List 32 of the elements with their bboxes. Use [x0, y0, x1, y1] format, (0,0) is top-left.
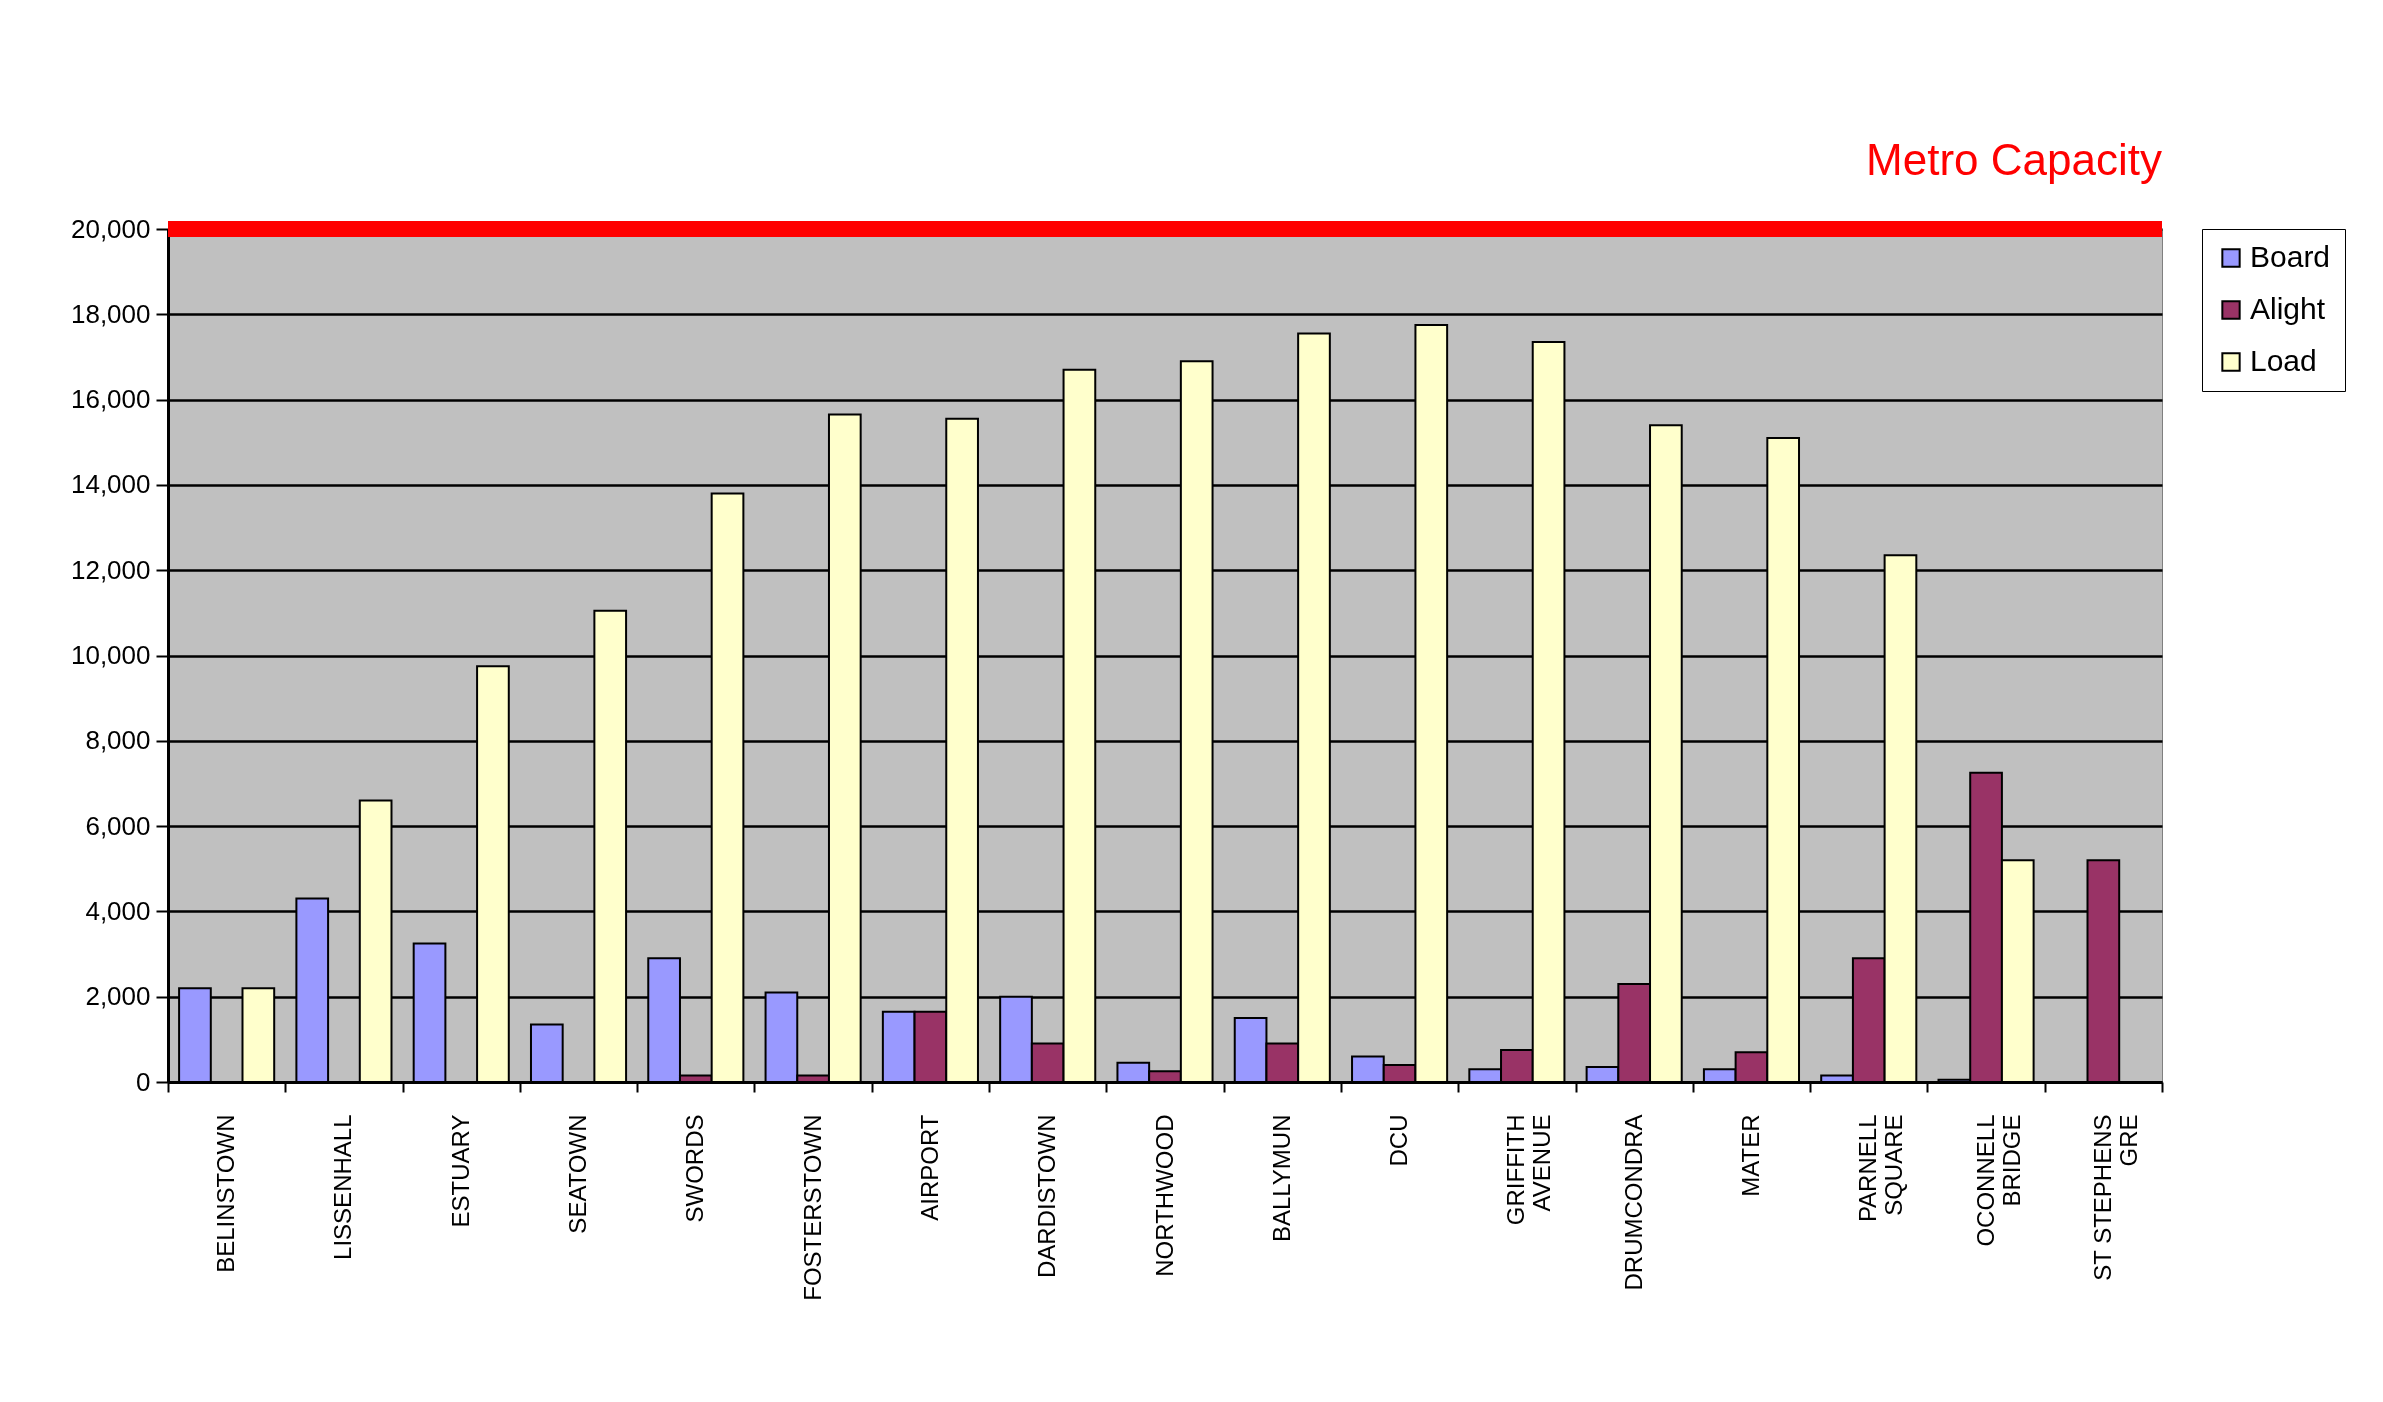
- x-tick-label: SEATOWN: [564, 1114, 592, 1234]
- x-tick-label: DARDISTOWN: [1033, 1114, 1061, 1279]
- x-tick-label: BELINSTOWN: [212, 1114, 240, 1273]
- y-tick-label: 18,000: [70, 298, 151, 329]
- x-tick-label: DRUMCONDRA: [1619, 1114, 1647, 1291]
- y-tick-label: 10,000: [70, 640, 151, 670]
- legend-label: Board: [2250, 240, 2331, 273]
- x-tick-label: DCU: [1385, 1114, 1413, 1167]
- y-tick-label: 12,000: [70, 554, 151, 585]
- y-tick-label: 8,000: [85, 725, 151, 756]
- x-tick-label: NORTHWOOD: [1150, 1114, 1178, 1277]
- x-tick-label: ESTUARY: [446, 1114, 474, 1228]
- y-tick-label: 2,000: [85, 981, 151, 1012]
- x-tick-label: SWORDS: [681, 1114, 709, 1223]
- x-tick-label: GRIFFITH AVENUE: [1502, 1114, 1556, 1226]
- x-tick-label: LISSENHALL: [329, 1114, 357, 1260]
- y-tick-label: 4,000: [85, 895, 151, 926]
- x-tick-label: ST STEPHENS GRE: [2088, 1114, 2142, 1281]
- y-tick-label: 6,000: [85, 810, 151, 841]
- y-tick-label: 16,000: [70, 384, 151, 415]
- y-tick-label: 20,000: [70, 213, 151, 244]
- legend-label: Alight: [2250, 292, 2326, 325]
- ref-line-label: Metro Capacity: [1866, 135, 2162, 184]
- y-tick-label: 14,000: [70, 469, 151, 500]
- x-tick-label: BALLYMUN: [1267, 1114, 1295, 1243]
- x-tick-label: AIRPORT: [915, 1114, 943, 1221]
- x-tick-label: MATER: [1736, 1114, 1764, 1197]
- x-tick-label: OCONNELL BRIDGE: [1971, 1114, 2025, 1247]
- legend-label: Load: [2250, 344, 2317, 377]
- y-tick-label: 0: [136, 1066, 151, 1097]
- x-tick-label: FOSTERSTOWN: [798, 1114, 826, 1301]
- x-tick-label: PARNELL SQUARE: [1854, 1114, 1908, 1223]
